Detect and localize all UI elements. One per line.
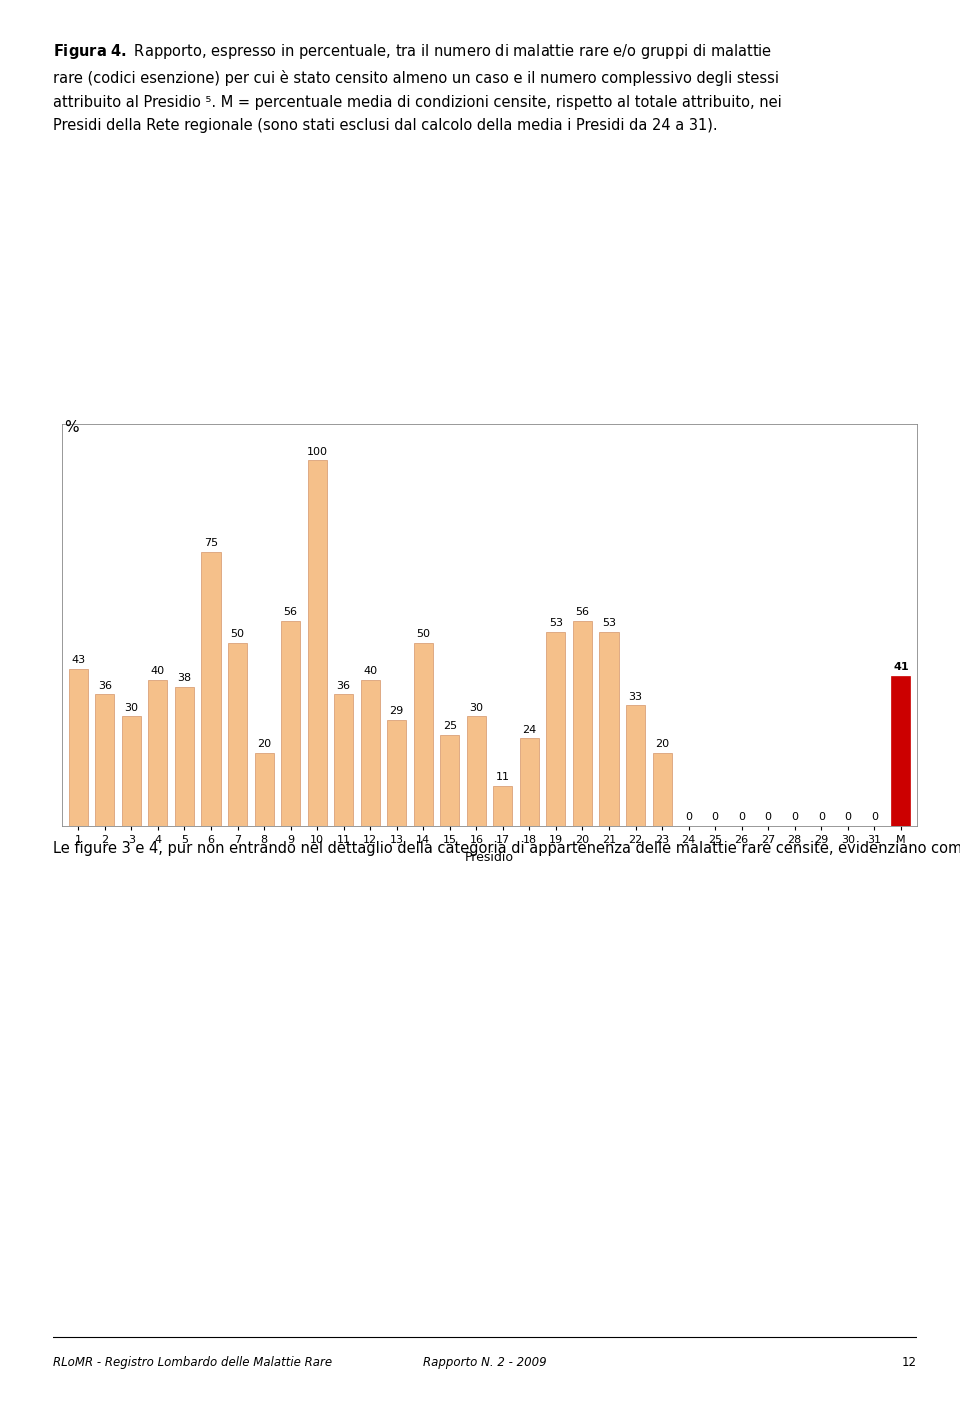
Bar [599,633,618,826]
Bar [573,621,592,826]
Text: 40: 40 [363,666,377,676]
Text: 20: 20 [655,740,669,750]
Bar [69,669,88,826]
Bar [254,753,274,826]
Text: 0: 0 [765,812,772,822]
Text: 11: 11 [496,772,510,782]
Bar [95,695,114,826]
Bar [281,621,300,826]
Text: $\bf{Figura\ 4.}$ Rapporto, espresso in percentuale, tra il numero di malattie r: $\bf{Figura\ 4.}$ Rapporto, espresso in … [53,42,781,133]
Text: RLoMR - Registro Lombardo delle Malattie Rare: RLoMR - Registro Lombardo delle Malattie… [53,1356,332,1370]
Bar [122,716,141,826]
Text: 43: 43 [71,655,85,665]
Bar [202,552,221,826]
Bar [387,720,406,826]
Text: 53: 53 [602,618,616,628]
Text: 38: 38 [178,674,191,683]
Text: 0: 0 [791,812,799,822]
Text: 36: 36 [98,681,112,690]
Text: 24: 24 [522,724,537,734]
Text: 12: 12 [901,1356,917,1370]
Bar [441,734,459,826]
Bar [307,460,326,826]
Text: 0: 0 [685,812,692,822]
X-axis label: Presidio: Presidio [465,850,515,864]
Text: 75: 75 [204,538,218,548]
Bar [175,688,194,826]
Text: 50: 50 [230,630,245,640]
Bar [546,633,565,826]
Bar [361,679,380,826]
Text: 56: 56 [283,607,298,617]
Bar [626,705,645,826]
Text: 41: 41 [893,662,909,672]
Text: 50: 50 [417,630,430,640]
Text: 36: 36 [337,681,350,690]
Text: 25: 25 [443,722,457,731]
Text: 0: 0 [711,812,719,822]
Text: 30: 30 [469,703,483,713]
Text: Rapporto N. 2 - 2009: Rapporto N. 2 - 2009 [423,1356,546,1370]
Bar [467,716,486,826]
Bar [493,785,513,826]
Text: 56: 56 [575,607,589,617]
Bar [520,738,539,826]
Text: 30: 30 [125,703,138,713]
Text: 20: 20 [257,740,271,750]
Text: Le figure 3 e 4, pur non entrando nel dettaglio della categoria di appartenenza : Le figure 3 e 4, pur non entrando nel de… [53,840,960,856]
Bar [891,676,910,826]
Bar [653,753,672,826]
Text: 33: 33 [629,692,642,702]
Text: 0: 0 [844,812,852,822]
Text: 0: 0 [738,812,745,822]
Text: 0: 0 [818,812,825,822]
Bar [334,695,353,826]
Text: 29: 29 [390,706,404,716]
Text: 40: 40 [151,666,165,676]
Bar [228,642,247,826]
Text: 0: 0 [871,812,877,822]
Text: %: % [63,419,79,435]
Text: 100: 100 [306,446,327,456]
Bar [414,642,433,826]
Bar [149,679,167,826]
Text: 53: 53 [549,618,563,628]
